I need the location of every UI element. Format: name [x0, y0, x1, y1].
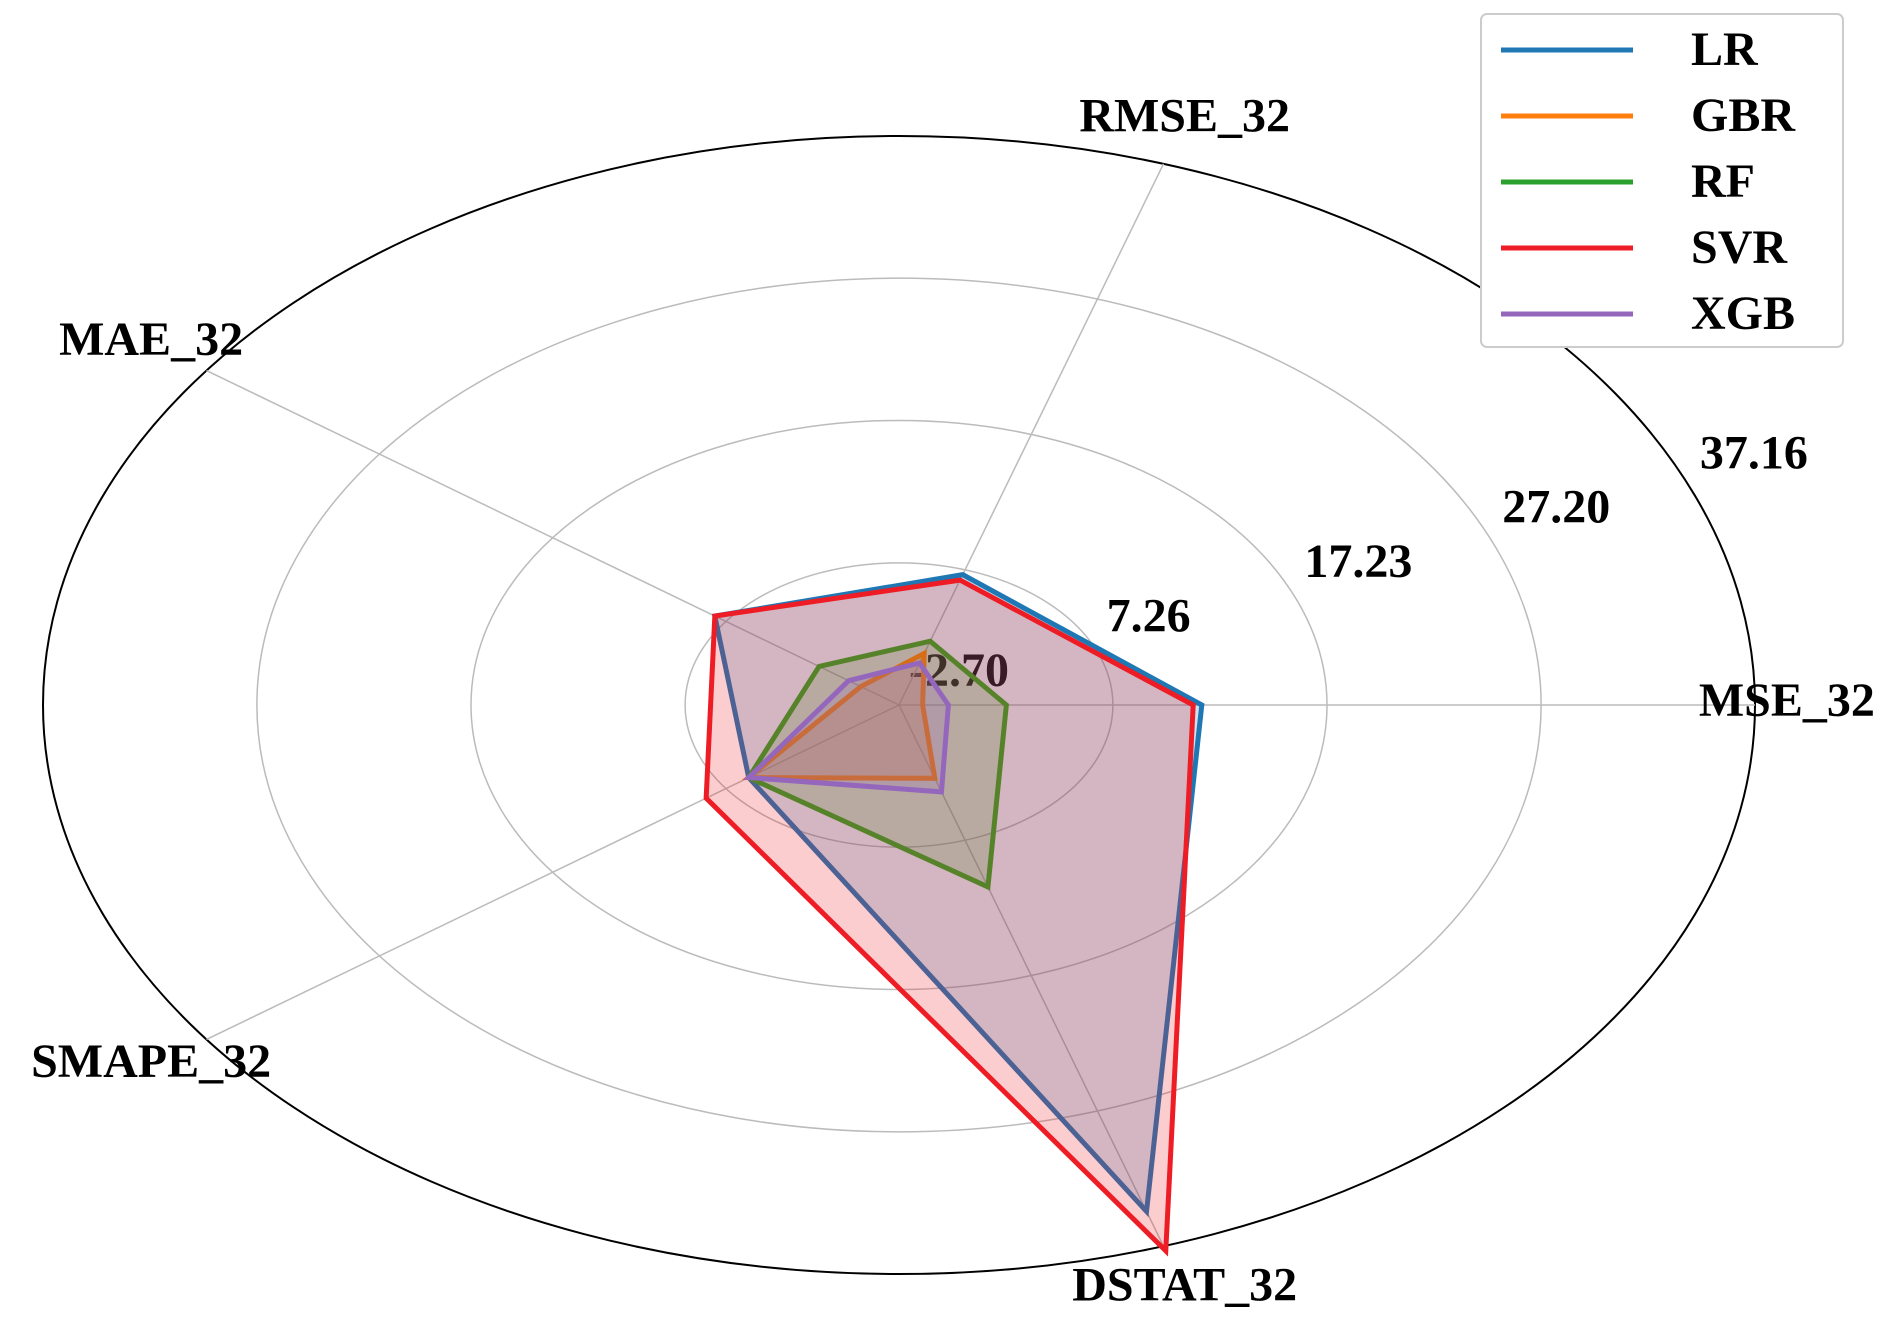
legend-label: SVR — [1691, 221, 1788, 274]
series-area — [714, 574, 1202, 1212]
legend-label: GBR — [1691, 89, 1796, 142]
legend-label: XGB — [1691, 287, 1795, 340]
r-tick-label: 7.26 — [1107, 590, 1191, 643]
axis-label: RMSE_32 — [1079, 90, 1290, 143]
series-line — [711, 572, 1205, 1218]
series-line — [745, 638, 1009, 891]
axis-label: SMAPE_32 — [31, 1035, 271, 1088]
axis-label: DSTAT_32 — [1072, 1258, 1297, 1311]
legend-label: LR — [1691, 23, 1759, 76]
series-area — [706, 580, 1194, 1251]
series-line — [703, 577, 1196, 1257]
legend-label: RF — [1691, 155, 1755, 208]
series-line — [742, 660, 951, 795]
axis-label: MSE_32 — [1699, 674, 1875, 727]
spoke — [206, 704, 900, 1041]
legend-box — [1480, 13, 1844, 348]
series-area — [748, 653, 935, 779]
r-tick-label: 27.20 — [1502, 481, 1610, 534]
spoke — [206, 369, 900, 706]
axis-label: MAE_32 — [59, 313, 243, 366]
series-area — [748, 641, 1007, 887]
r-tick-label: 37.16 — [1700, 426, 1808, 479]
spoke — [898, 704, 1165, 1247]
r-tick-label: 17.23 — [1304, 535, 1412, 588]
series-area — [748, 662, 949, 792]
series-line — [741, 649, 938, 781]
spoke — [898, 163, 1165, 706]
